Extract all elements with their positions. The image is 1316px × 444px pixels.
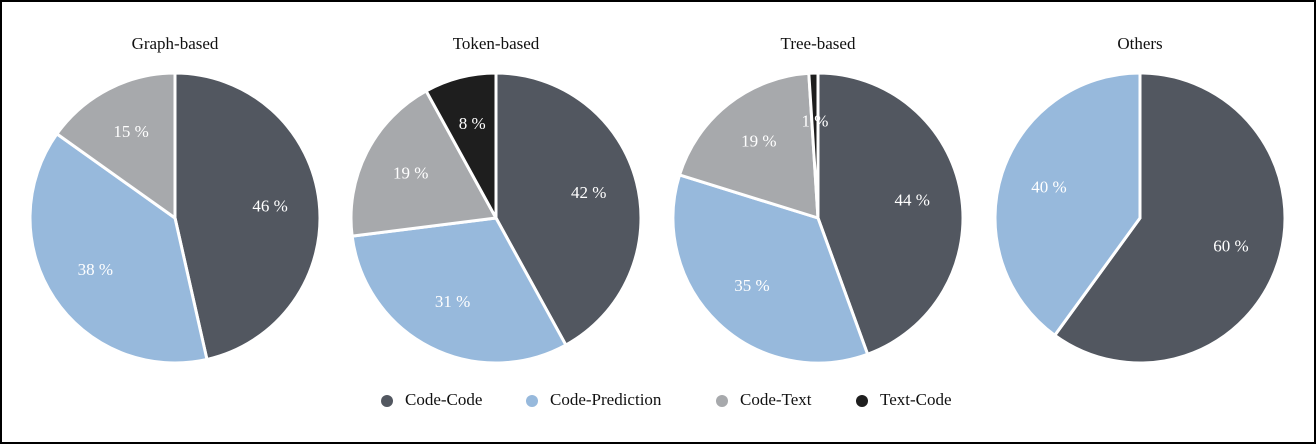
pie-slice (424, 71, 498, 219)
value-label: 46 % (252, 196, 287, 215)
pie-slice (494, 71, 643, 348)
chart-title: Others (1117, 34, 1162, 53)
pie-slice (993, 71, 1142, 338)
legend-marker (381, 395, 393, 407)
pie-slice (816, 71, 965, 357)
pie-slice (677, 71, 820, 221)
pie-slice (350, 216, 568, 365)
chart-title: Tree-based (781, 34, 856, 53)
chart-title: Token-based (453, 34, 540, 53)
value-label: 15 % (113, 122, 148, 141)
pie-slice (54, 71, 177, 221)
value-label: 44 % (895, 190, 930, 209)
pie-slice (1052, 71, 1287, 365)
legend-label: Code-Prediction (550, 390, 662, 409)
value-label: 8 % (459, 114, 486, 133)
legend-marker (526, 395, 538, 407)
pie-slice (349, 88, 499, 238)
legend-label: Text-Code (880, 390, 952, 409)
pie-slice (807, 71, 820, 219)
value-label: 19 % (741, 132, 776, 151)
value-label: 19 % (393, 163, 428, 182)
value-label: 31 % (435, 292, 470, 311)
value-label: 1 % (802, 111, 829, 130)
legend-label: Code-Text (740, 390, 812, 409)
pie-slice (671, 173, 870, 365)
value-label: 40 % (1031, 177, 1066, 196)
legend-label: Code-Code (405, 390, 482, 409)
pie-slice (28, 131, 209, 365)
value-label: 35 % (734, 276, 769, 295)
pie-slice (173, 71, 322, 362)
chart-title: Graph-based (132, 34, 219, 53)
legend-marker (716, 395, 728, 407)
legend-marker (856, 395, 868, 407)
value-label: 60 % (1213, 236, 1248, 255)
value-label: 42 % (571, 183, 606, 202)
value-label: 38 % (78, 260, 113, 279)
